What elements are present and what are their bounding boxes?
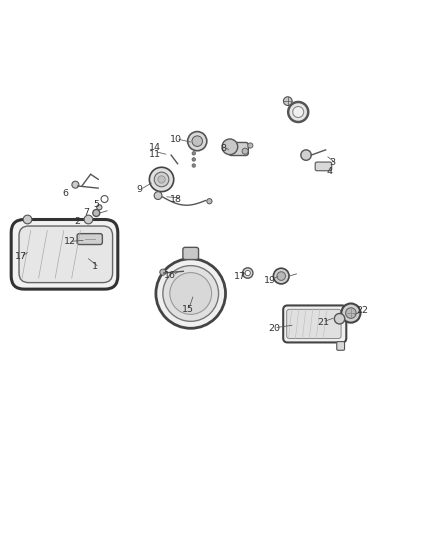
Circle shape bbox=[84, 215, 93, 224]
Circle shape bbox=[72, 181, 79, 188]
Circle shape bbox=[283, 97, 292, 106]
Text: 5: 5 bbox=[93, 200, 99, 209]
Text: 18: 18 bbox=[170, 195, 181, 204]
Circle shape bbox=[160, 269, 166, 275]
FancyBboxPatch shape bbox=[337, 342, 345, 350]
FancyBboxPatch shape bbox=[19, 226, 113, 282]
FancyBboxPatch shape bbox=[287, 309, 341, 338]
Circle shape bbox=[192, 158, 195, 161]
Circle shape bbox=[149, 167, 174, 192]
Text: 8: 8 bbox=[220, 143, 226, 152]
Text: 2: 2 bbox=[74, 217, 81, 226]
Text: 4: 4 bbox=[327, 167, 333, 176]
FancyBboxPatch shape bbox=[229, 142, 248, 156]
Text: 11: 11 bbox=[149, 150, 161, 159]
FancyBboxPatch shape bbox=[183, 247, 198, 260]
Text: 7: 7 bbox=[84, 208, 90, 217]
Circle shape bbox=[192, 164, 195, 167]
Text: 17: 17 bbox=[234, 272, 246, 280]
Circle shape bbox=[243, 268, 253, 278]
Circle shape bbox=[293, 107, 304, 117]
Circle shape bbox=[187, 132, 207, 151]
Circle shape bbox=[301, 150, 311, 160]
Circle shape bbox=[158, 176, 165, 183]
Circle shape bbox=[163, 265, 219, 321]
Text: 21: 21 bbox=[318, 318, 329, 327]
FancyBboxPatch shape bbox=[315, 162, 332, 171]
Circle shape bbox=[154, 172, 169, 187]
Circle shape bbox=[273, 268, 289, 284]
Text: 3: 3 bbox=[329, 158, 335, 167]
Circle shape bbox=[341, 303, 360, 322]
Circle shape bbox=[93, 209, 100, 216]
Circle shape bbox=[242, 148, 248, 154]
Text: 22: 22 bbox=[357, 306, 369, 316]
Circle shape bbox=[170, 272, 212, 314]
Circle shape bbox=[97, 205, 102, 210]
FancyBboxPatch shape bbox=[283, 305, 346, 342]
Circle shape bbox=[346, 308, 356, 318]
Text: 14: 14 bbox=[149, 143, 161, 152]
Text: 16: 16 bbox=[164, 271, 176, 280]
Text: 12: 12 bbox=[64, 237, 76, 246]
Text: 10: 10 bbox=[170, 135, 182, 144]
Circle shape bbox=[23, 215, 32, 224]
Circle shape bbox=[245, 270, 251, 276]
Text: 19: 19 bbox=[265, 276, 276, 285]
Circle shape bbox=[248, 143, 253, 148]
FancyBboxPatch shape bbox=[77, 233, 102, 245]
Circle shape bbox=[154, 192, 162, 199]
Circle shape bbox=[207, 199, 212, 204]
Text: 15: 15 bbox=[182, 305, 194, 313]
Circle shape bbox=[277, 272, 286, 280]
Text: 1: 1 bbox=[92, 262, 98, 271]
Circle shape bbox=[192, 136, 202, 147]
Circle shape bbox=[156, 259, 226, 328]
Circle shape bbox=[222, 139, 238, 155]
Text: 20: 20 bbox=[268, 324, 281, 333]
Circle shape bbox=[192, 151, 195, 155]
Circle shape bbox=[288, 102, 308, 122]
Text: 17: 17 bbox=[15, 253, 27, 261]
Text: 6: 6 bbox=[63, 189, 69, 198]
Text: 9: 9 bbox=[137, 184, 143, 193]
FancyBboxPatch shape bbox=[11, 220, 118, 289]
Circle shape bbox=[334, 313, 345, 324]
